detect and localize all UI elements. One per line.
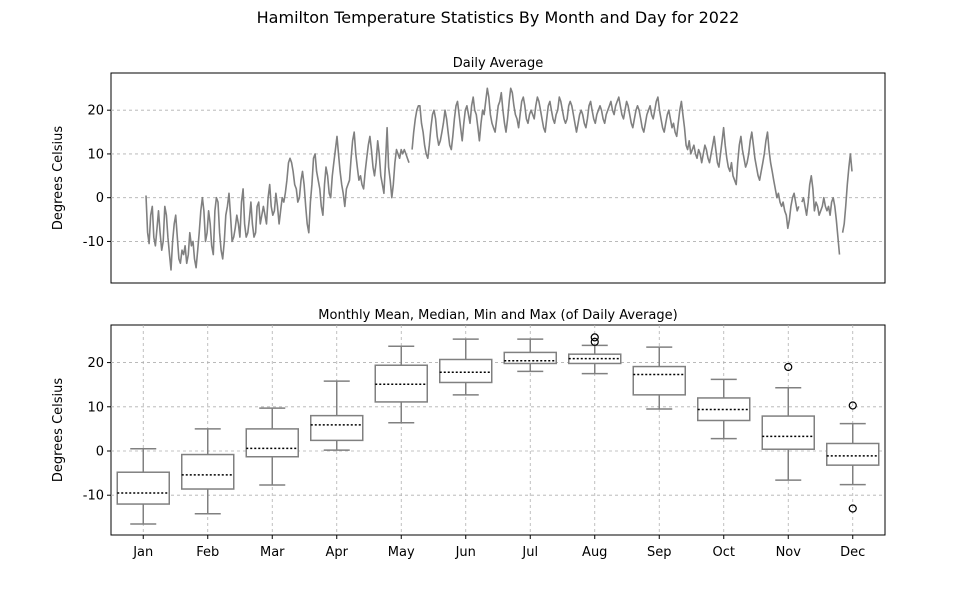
daily-average-title: Daily Average [453,56,543,71]
daily-average-ytick-label: 0 [96,191,104,206]
daily-average-ytick-label: -10 [83,235,104,250]
month-box-nov [761,362,815,481]
daily-average-line [411,87,800,230]
monthly-box-xtick-label: Jul [521,545,538,560]
monthly-box-xtick-label: Sep [647,545,672,560]
monthly-box-xtick-label: Nov [776,545,802,560]
box-outlier [590,337,599,346]
month-box-jul [503,338,557,373]
month-box-feb [181,428,235,515]
monthly-box-xtick-label: May [388,545,415,560]
daily-average-ylabel: Degrees Celsius [51,126,66,231]
monthly-boxes [116,333,880,525]
monthly-box-title: Monthly Mean, Median, Min and Max (of Da… [318,308,677,323]
monthly-box-yticks: -10 0 10 20 [83,356,111,504]
daily-average-series [145,87,853,271]
box-outlier [848,504,857,513]
daily-average-line [145,126,410,271]
box-iqr [632,365,686,396]
box-iqr [439,358,493,384]
monthly-box-panel: Monthly Mean, Median, Min and Max (of Da… [51,308,886,560]
daily-average-panel: Daily Average Degrees Celsius -10 0 10 20 [51,56,886,284]
box-iqr [245,428,299,458]
month-box-mar [245,407,299,486]
month-box-jan [116,448,170,525]
monthly-box-xtick-label: Dec [840,545,865,560]
month-box-apr [310,380,364,451]
box-outlier [590,333,599,342]
monthly-box-xtick-label: Apr [326,545,349,560]
box-iqr [181,453,235,490]
monthly-box-ytick-label: 0 [96,445,104,460]
month-box-oct [697,378,751,440]
box-iqr [503,351,557,365]
monthly-box-xtick-label: Aug [582,545,607,560]
monthly-box-xtick-label: Jun [455,545,476,560]
monthly-box-plot-area [110,324,886,536]
monthly-box-ylabel: Degrees Celsius [51,378,66,483]
monthly-box-ytick-label: 20 [87,356,104,371]
box-iqr [761,415,815,450]
monthly-box-xtick-label: Mar [260,545,285,560]
month-box-sep [632,346,686,410]
month-box-may [374,345,428,424]
monthly-box-ytick-label: -10 [83,489,104,504]
monthly-box-ytick-label: 10 [87,400,104,415]
box-iqr [116,471,170,505]
daily-average-ytick-label: 20 [87,104,104,119]
monthly-box-xticks: Jan Feb Mar Apr May Jun Jul Aug Sep Oct Nov Dec [132,535,865,560]
daily-average-plot-area [110,72,886,284]
month-box-aug [568,333,622,375]
box-outlier [784,362,793,372]
daily-average-gridlines [111,109,885,242]
daily-average-ytick-label: 10 [87,147,104,162]
daily-average-line [801,175,841,255]
month-box-dec [826,401,880,513]
monthly-box-xtick-label: Oct [713,545,735,560]
box-outlier [848,401,857,410]
month-box-jun [439,338,493,396]
daily-average-yticks: -10 0 10 20 [83,104,111,250]
box-iqr [310,414,364,442]
monthly-box-xtick-label: Feb [196,545,219,560]
monthly-box-gridlines [111,325,885,535]
daily-average-line [841,153,853,233]
monthly-box-xtick-label: Jan [132,545,153,560]
box-iqr [826,442,880,466]
figure-title: Hamilton Temperature Statistics By Month… [257,8,740,27]
